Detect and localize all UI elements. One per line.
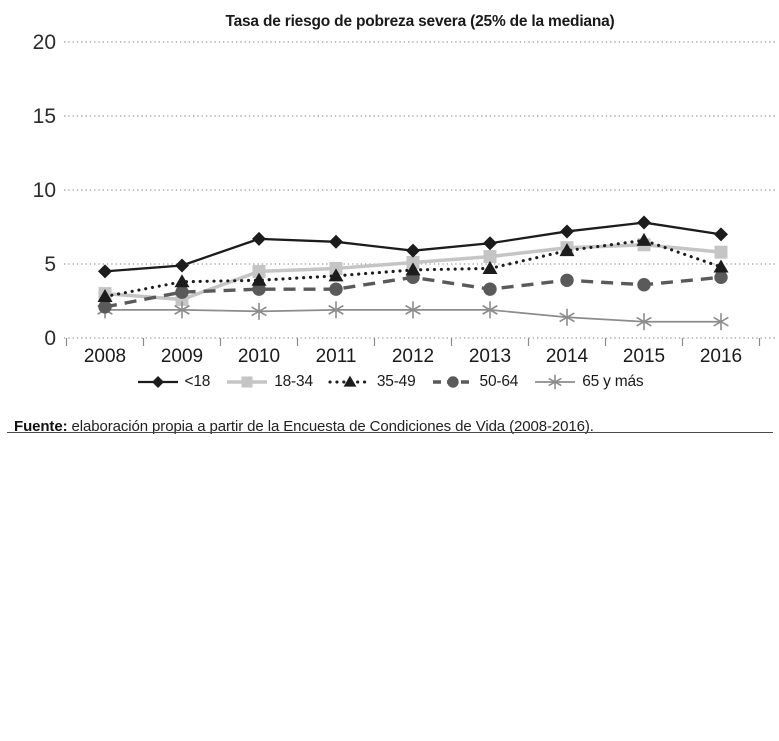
x-tick-label: 2015: [623, 346, 665, 367]
legend-label: <18: [184, 373, 211, 390]
legend-label: 65 y más: [582, 373, 644, 390]
marker-circle: [446, 376, 459, 388]
marker-asterisk: [482, 301, 498, 319]
marker-diamond: [98, 264, 112, 279]
marker-diamond: [714, 227, 728, 242]
source-label: Fuente:: [14, 418, 68, 435]
marker-diamond: [329, 234, 343, 249]
chart-title: Tasa de riesgo de pobreza severa (25% de…: [225, 13, 615, 30]
x-tick-label: 2011: [316, 346, 357, 367]
marker-square: [483, 250, 497, 264]
y-tick-label: 0: [44, 327, 56, 350]
marker-circle: [329, 282, 343, 296]
legend-swatch: [137, 376, 178, 388]
marker-triangle: [636, 232, 652, 246]
y-tick-label: 20: [33, 31, 56, 54]
series-35-49: [97, 232, 729, 303]
legend-label: 35-49: [376, 373, 416, 390]
marker-circle: [175, 285, 189, 299]
legend-swatch: [227, 376, 268, 388]
grid: 0 5 10 15 20: [33, 31, 776, 350]
marker-triangle: [405, 262, 421, 276]
x-tick-label: 2012: [392, 346, 434, 367]
series-50-64: [98, 270, 728, 314]
marker-asterisk: [548, 374, 562, 390]
legend-swatch: [432, 376, 473, 388]
marker-triangle: [97, 289, 113, 303]
marker-diamond: [175, 258, 189, 273]
legend-item-1: 18-34: [225, 372, 313, 392]
legend-item-0: <18: [136, 372, 211, 392]
source-text: elaboración propia a partir de la Encues…: [67, 418, 594, 435]
marker-diamond: [252, 231, 266, 246]
marker-asterisk: [559, 308, 575, 326]
marker-circle: [560, 273, 574, 287]
legend-label: 18-34: [274, 373, 313, 390]
marker-triangle: [328, 268, 344, 282]
marker-asterisk: [174, 301, 190, 319]
marker-asterisk: [251, 302, 267, 320]
y-tick-label: 15: [33, 105, 56, 128]
marker-diamond: [406, 243, 420, 258]
x-tick-label: 2013: [469, 346, 511, 367]
x-axis: 2008 2009 2010 2011 2012 2013 2014 2015 2016: [65, 338, 761, 367]
y-tick-label: 10: [33, 179, 56, 202]
marker-diamond: [483, 236, 497, 251]
source-note: Fuente: elaboración propia a partir de l…: [14, 418, 764, 435]
marker-circle: [637, 278, 651, 292]
legend-item-4: 65 y más: [533, 372, 644, 392]
x-tick-label: 2010: [238, 346, 280, 367]
marker-diamond: [151, 376, 164, 388]
marker-square: [714, 245, 728, 259]
x-tick-label: 2009: [161, 346, 203, 367]
y-tick-label: 5: [44, 253, 56, 276]
x-tick-label: 2008: [84, 346, 126, 367]
legend-item-3: 50-64: [431, 372, 519, 392]
series-<18: [98, 215, 728, 279]
marker-square: [252, 264, 266, 278]
marker-triangle: [174, 274, 190, 288]
marker-asterisk: [636, 313, 652, 331]
marker-diamond: [637, 215, 651, 230]
divider-line: [7, 432, 773, 433]
marker-asterisk: [328, 301, 344, 319]
marker-circle: [483, 282, 497, 296]
x-tick-label: 2014: [546, 346, 589, 367]
legend-swatch: [328, 375, 372, 387]
marker-asterisk: [405, 301, 421, 319]
marker-triangle: [251, 272, 267, 286]
marker-triangle: [559, 243, 575, 257]
marker-triangle: [343, 375, 357, 387]
marker-diamond: [560, 224, 574, 239]
x-tick-label: 2016: [700, 346, 742, 367]
marker-asterisk: [713, 313, 729, 331]
marker-triangle: [713, 259, 729, 273]
marker-circle: [98, 300, 112, 314]
legend-label: 50-64: [479, 373, 519, 390]
chart-legend: <18 18-34 35-49 50-64 65 y más: [0, 369, 779, 395]
marker-circle: [714, 270, 728, 285]
marker-square: [241, 376, 253, 388]
marker-circle: [252, 282, 266, 296]
series-65-y-más: [97, 301, 729, 331]
marker-triangle: [482, 260, 498, 274]
legend-item-2: 35-49: [328, 372, 416, 392]
legend-swatch: [535, 374, 576, 390]
line-chart: 0 5 10 15 20 2008 2009 2010 2011 2012 2013 2014 2015…: [33, 31, 776, 367]
